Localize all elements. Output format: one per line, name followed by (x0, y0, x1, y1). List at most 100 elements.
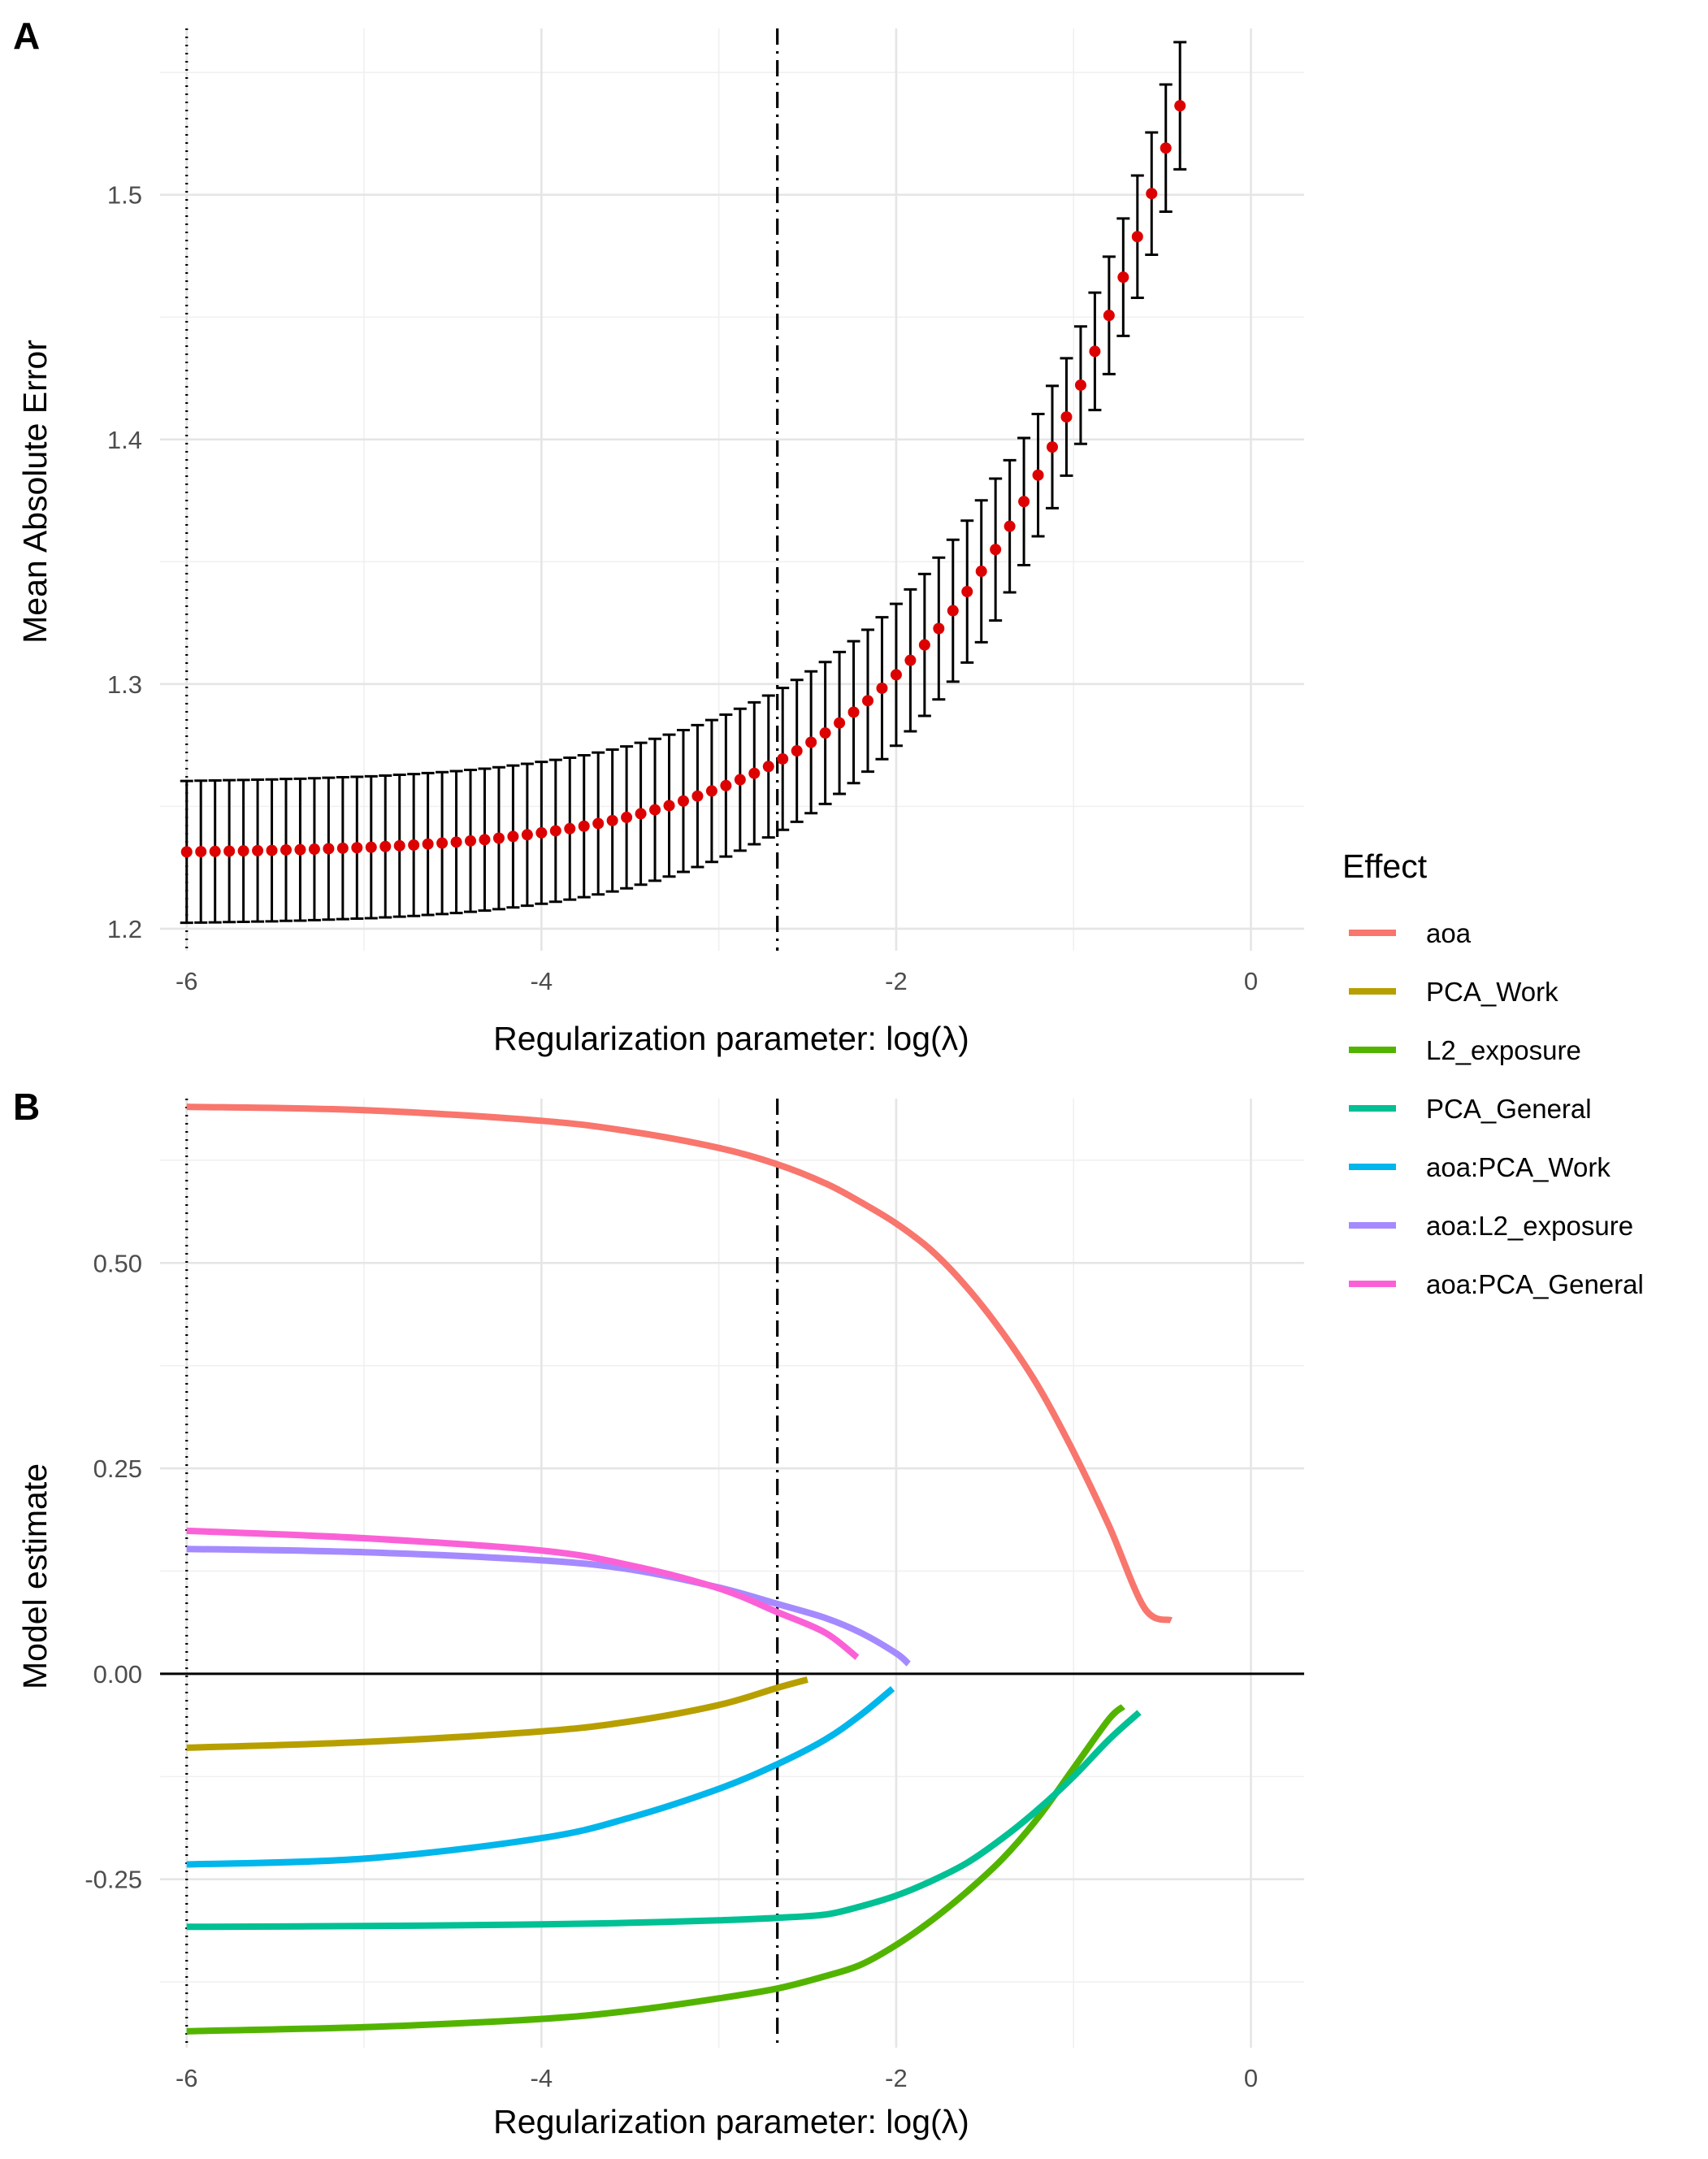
legend-label-aoa-pca-general: aoa:PCA_General (1426, 1269, 1644, 1299)
data-point (748, 767, 761, 779)
series-line-aoa (186, 1103, 1173, 1624)
data-point (861, 695, 874, 707)
panel-b-y-tick-label: -0.25 (85, 1866, 142, 1894)
data-point (805, 736, 817, 748)
data-point (734, 774, 746, 786)
series-line-pca-general (186, 1710, 1142, 1931)
data-point (904, 654, 917, 666)
data-point (422, 838, 434, 850)
legend-label-pca-work: PCA_Work (1426, 977, 1558, 1007)
data-point (990, 544, 1002, 556)
data-point (762, 761, 774, 773)
panel-a-y-tick-label: 1.5 (107, 181, 142, 210)
panel-a-gridlines (160, 28, 1304, 951)
panel-a-x-tick-label: -2 (885, 967, 908, 995)
data-point (465, 835, 477, 847)
panel-a-error-bars (180, 41, 1187, 925)
panel-b-letter: B (13, 1086, 40, 1128)
data-point (1146, 188, 1158, 200)
panel-b-x-tick-label: -6 (176, 2064, 198, 2092)
data-point (336, 842, 349, 854)
data-point (649, 804, 661, 816)
data-point (578, 820, 590, 832)
data-point (947, 605, 959, 617)
data-point (933, 622, 945, 635)
data-point (549, 825, 561, 837)
data-point (890, 669, 902, 681)
data-point (209, 845, 221, 857)
data-point (408, 839, 420, 851)
data-point (975, 566, 987, 578)
data-point (691, 790, 704, 802)
data-point (606, 814, 618, 826)
data-point (705, 785, 717, 797)
panel-a-x-axis-title: Regularization parameter: log(λ) (493, 1020, 969, 1057)
data-point (635, 808, 647, 820)
panel-b-x-axis-title: Regularization parameter: log(λ) (493, 2103, 969, 2140)
data-point (252, 844, 264, 856)
legend-item-aoa-l2-exposure: aoa:L2_exposure (1349, 1211, 1633, 1241)
data-point (180, 846, 193, 858)
data-point (492, 832, 505, 844)
panel-a-reference-lines (185, 28, 779, 951)
data-point (1089, 345, 1101, 358)
data-point (1047, 441, 1059, 453)
data-point (1103, 310, 1115, 322)
data-point (450, 836, 462, 848)
data-point (379, 840, 392, 852)
panel-b-x-tick-label: -4 (531, 2064, 553, 2092)
series-line-l2-exposure (186, 1704, 1125, 2035)
panel-b-y-tick-label: 0.00 (93, 1660, 142, 1689)
panel-b-y-tick-label: 0.25 (93, 1455, 142, 1483)
data-point (521, 829, 533, 841)
panel-a-y-axis-title: Mean Absolute Error (16, 340, 54, 644)
data-point (847, 706, 860, 718)
legend-label-aoa: aoa (1426, 918, 1472, 948)
series-line-aoa-l2-exposure (186, 1546, 911, 1667)
panel-a-tick-labels: -6 -4 -2 0 1.2 1.3 1.4 1.5 (107, 181, 1258, 995)
panel-b-x-tick-label: -2 (885, 2064, 908, 2092)
data-point (535, 826, 548, 839)
panel-a-letter: A (13, 15, 40, 57)
data-point (1117, 271, 1129, 284)
data-point (436, 837, 449, 849)
data-point (365, 841, 377, 853)
legend-item-aoa: aoa (1349, 918, 1472, 948)
panel-b-series-lines (186, 1103, 1173, 2035)
panel-a-y-tick-label: 1.2 (107, 915, 142, 943)
data-point (1018, 496, 1030, 508)
data-point (1160, 142, 1172, 154)
data-point (564, 822, 576, 835)
panel-a-y-tick-label: 1.3 (107, 670, 142, 699)
series-line-aoa-pca-work (186, 1686, 895, 1868)
data-point (834, 717, 846, 729)
panel-a-y-tick-label: 1.4 (107, 426, 142, 454)
legend-item-pca-general: PCA_General (1349, 1094, 1592, 1124)
data-point (720, 779, 732, 791)
legend-title: Effect (1342, 848, 1428, 885)
data-point (308, 843, 320, 856)
data-point (507, 830, 519, 843)
panel-a-chart: -6 -4 -2 0 1.2 1.3 1.4 1.5 Regularization param… (16, 28, 1304, 1057)
series-line-aoa-pca-general (186, 1527, 860, 1660)
panel-b-x-tick-label: 0 (1244, 2064, 1258, 2092)
panel-a-points (180, 100, 1186, 858)
legend-label-aoa-pca-work: aoa:PCA_Work (1426, 1152, 1610, 1182)
data-point (819, 727, 831, 739)
legend: Effect aoa PCA_Work L2_exposure PCA_General… (1342, 848, 1644, 1299)
data-point (876, 682, 888, 694)
data-point (280, 843, 292, 856)
data-point (621, 811, 633, 823)
data-point (1032, 469, 1044, 481)
panel-b-tick-labels: -6 -4 -2 0 -0.25 0.00 0.25 0.50 (85, 1249, 1258, 2092)
data-point (777, 752, 789, 765)
panel-b-reference-lines (185, 1099, 779, 2048)
legend-item-aoa-pca-general: aoa:PCA_General (1349, 1269, 1644, 1299)
panel-a-x-tick-label: -6 (176, 967, 198, 995)
data-point (195, 846, 207, 858)
data-point (791, 745, 803, 757)
data-point (237, 845, 249, 857)
panel-b-y-axis-title: Model estimate (16, 1463, 54, 1689)
panel-a-x-tick-label: -4 (531, 967, 553, 995)
